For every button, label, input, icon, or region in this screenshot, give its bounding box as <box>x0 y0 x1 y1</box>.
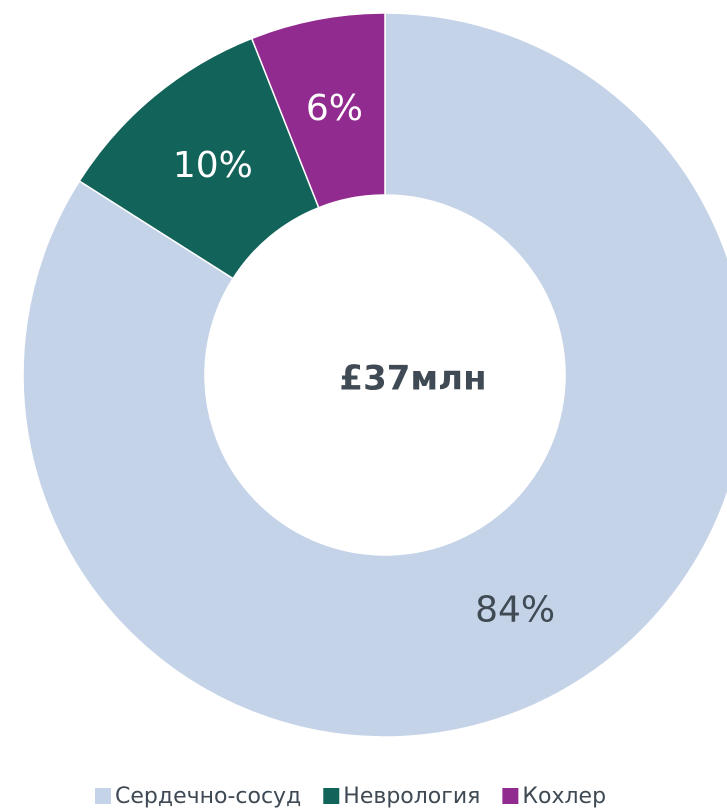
legend-swatch <box>502 788 519 804</box>
legend-swatch <box>95 788 111 804</box>
slice <box>250 12 386 209</box>
legend-label: Неврология <box>343 784 480 809</box>
legend-swatch <box>323 788 340 804</box>
center-label: £37млн <box>339 359 486 399</box>
data-label: 84% <box>475 590 555 631</box>
data-label: 10% <box>173 145 253 186</box>
legend-label: Кохлер <box>522 784 606 809</box>
data-label: 6% <box>306 88 363 129</box>
slices <box>22 12 727 738</box>
slice <box>22 12 727 738</box>
legend-label: Сердечно-сосуд <box>115 784 301 809</box>
